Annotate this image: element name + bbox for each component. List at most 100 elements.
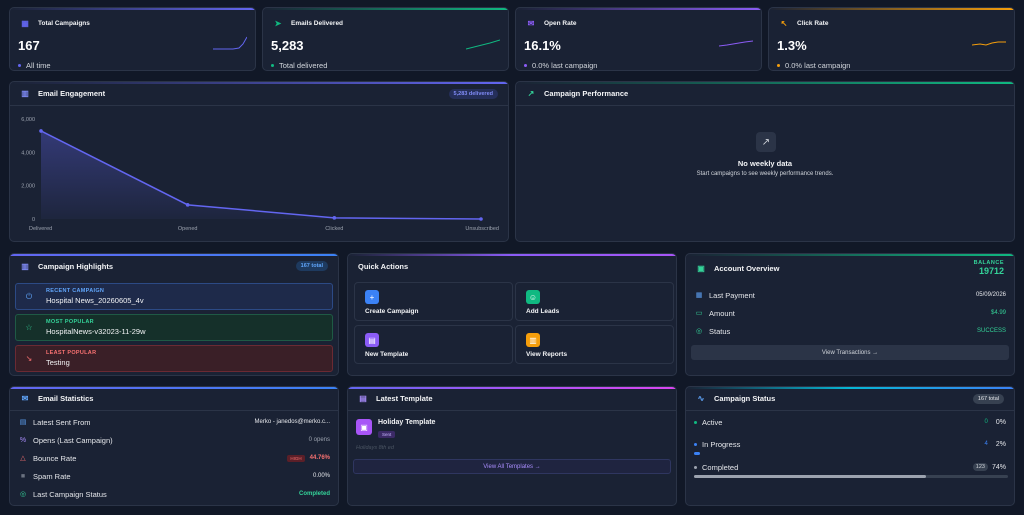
trend-icon: ↗ xyxy=(527,89,535,98)
engagement-line xyxy=(40,130,482,220)
card-title: Email Statistics xyxy=(38,394,94,403)
template-thumbnail-icon: ▣ xyxy=(356,419,372,435)
money-icon: ▭ xyxy=(695,310,703,317)
highlight-least-popular[interactable]: ↘ LEAST POPULAR Testing xyxy=(15,345,333,372)
x-tick-label: Delivered xyxy=(29,226,52,232)
card-title: Email Engagement xyxy=(38,89,106,98)
card-title: Campaign Performance xyxy=(544,89,629,98)
template-tag: Sent xyxy=(378,431,396,438)
y-tick-label: 2,000 xyxy=(21,184,35,190)
email-statistics-card: ✉ Email Statistics ▤ Latest Sent From Merko… xyxy=(9,386,339,506)
stat-title: Emails Delivered xyxy=(291,19,344,27)
wallet-icon: ▣ xyxy=(697,263,705,273)
warning-icon: △ xyxy=(20,455,26,462)
percent-icon: % xyxy=(19,436,27,444)
card-title: Quick Actions xyxy=(358,261,409,271)
spam-icon: ■ xyxy=(20,472,26,480)
empty-state-title: No weekly data xyxy=(737,159,793,168)
stat-card-total-campaigns: ▦ Total Campaigns 167 All time xyxy=(9,7,256,71)
data-point[interactable] xyxy=(39,129,43,133)
email-engagement-card: ▥ Email Engagement 5,283 delivered 6,000 4… xyxy=(9,81,509,242)
bar-chart-icon: ▥ xyxy=(21,261,29,271)
stat-value: 16.1% xyxy=(524,38,561,53)
card-title: Account Overview xyxy=(714,263,780,273)
x-tick-label: Clicked xyxy=(325,226,343,232)
balance-value: 19712 xyxy=(978,266,1004,276)
y-tick-label: 4,000 xyxy=(21,150,35,156)
mail-icon: ✉ xyxy=(21,394,29,403)
account-overview-card: ▣ Account Overview BALANCE 19712 ▦ Last Pa… xyxy=(685,253,1015,376)
mail-open-icon: ✉ xyxy=(527,18,535,28)
stat-card-emails-delivered: ➤ Emails Delivered 5,283 Total delivered xyxy=(262,7,509,71)
stat-value: 1.3% xyxy=(777,38,807,53)
campaign-performance-card: ↗ Campaign Performance ↗ No weekly data S… xyxy=(515,81,1015,242)
status-icon: ◎ xyxy=(19,491,27,498)
sparkline xyxy=(466,39,500,50)
engagement-chart: 6,000 4,000 2,000 0 Delivered Opened Clicked Un… xyxy=(21,117,499,232)
card-title: Campaign Highlights xyxy=(38,261,113,271)
send-icon: ➤ xyxy=(274,18,282,28)
users-icon: ☺ xyxy=(526,290,540,304)
check-circle-icon: ◎ xyxy=(695,328,703,335)
latest-template-card: ▤ Latest Template ▣ Holiday Template Sent… xyxy=(347,386,677,506)
cursor-icon: ↖ xyxy=(780,18,788,28)
view-all-templates-button[interactable]: View All Templates → xyxy=(353,459,671,474)
card-title: Campaign Status xyxy=(714,394,776,403)
stat-sub: All time xyxy=(26,61,51,70)
stat-title: Open Rate xyxy=(544,19,577,27)
add-leads-button[interactable]: ☺ Add Leads xyxy=(515,282,674,321)
completed-bar xyxy=(694,475,1008,478)
quick-actions-card: Quick Actions + Create Campaign ☺ Add Le… xyxy=(347,253,677,376)
stat-sub: 0.0% last campaign xyxy=(785,61,851,70)
stat-sub: 0.0% last campaign xyxy=(532,61,598,70)
delivered-badge: 5,283 delivered xyxy=(448,88,498,99)
data-point[interactable] xyxy=(185,203,190,207)
highlight-recent[interactable]: ⏻ RECENT CAMPAIGN Hospital News_20260605_… xyxy=(15,283,333,310)
stat-sub: Total delivered xyxy=(279,61,328,70)
template-subtitle: Holidays 8th ed xyxy=(356,445,394,451)
sparkline xyxy=(213,36,247,50)
balance-label: BALANCE xyxy=(973,260,1004,266)
total-badge: 167 total xyxy=(295,261,328,271)
empty-state-icon: ↗ xyxy=(756,132,776,152)
campaign-status-card: ∿ Campaign Status 167 total Active 0 0% In… xyxy=(685,386,1015,506)
stat-value: 5,283 xyxy=(271,38,304,53)
in-progress-bar xyxy=(694,452,1008,455)
empty-state-subtitle: Start campaigns to see weekly performanc… xyxy=(696,171,834,177)
engagement-area xyxy=(41,130,481,219)
highlight-most-popular[interactable]: ☆ MOST POPULAR HospitalNews-v32023-11-29w xyxy=(15,314,333,341)
view-reports-button[interactable]: ▥ View Reports xyxy=(515,325,674,364)
high-badge: HIGH xyxy=(287,454,305,462)
sparkline xyxy=(719,40,753,47)
x-tick-label: Unsubscribed xyxy=(465,226,499,232)
campaign-highlights-card: ▥ Campaign Highlights 167 total ⏻ RECENT … xyxy=(9,253,339,376)
template-name[interactable]: Holiday Template xyxy=(378,419,436,426)
trend-down-icon: ↘ xyxy=(25,354,33,363)
y-tick-label: 6,000 xyxy=(21,117,35,123)
create-campaign-button[interactable]: + Create Campaign xyxy=(354,282,513,321)
card-title: Latest Template xyxy=(376,394,433,403)
template-icon: ▤ xyxy=(365,333,379,347)
stat-card-click-rate: ↖ Click Rate 1.3% 0.0% last campaign xyxy=(768,7,1015,71)
sparkline xyxy=(972,41,1006,46)
calendar-icon: ▦ xyxy=(695,292,703,299)
view-transactions-button[interactable]: View Transactions → xyxy=(691,345,1009,360)
star-icon: ☆ xyxy=(25,323,33,332)
stat-title: Total Campaigns xyxy=(38,19,90,27)
bar-chart-icon: ▥ xyxy=(21,89,29,98)
stat-title: Click Rate xyxy=(797,19,829,27)
y-tick-label: 0 xyxy=(32,217,35,223)
activity-icon: ∿ xyxy=(697,394,705,403)
new-template-button[interactable]: ▤ New Template xyxy=(354,325,513,364)
grid-icon: ▦ xyxy=(21,18,29,28)
plus-icon: + xyxy=(365,290,379,304)
inbox-icon: ▤ xyxy=(19,419,27,426)
template-icon: ▤ xyxy=(359,394,367,403)
total-badge: 167 total xyxy=(972,393,1004,404)
stat-value: 167 xyxy=(18,38,40,53)
stat-card-open-rate: ✉ Open Rate 16.1% 0.0% last campaign xyxy=(515,7,762,71)
data-point[interactable] xyxy=(332,216,337,220)
x-tick-label: Opened xyxy=(178,226,198,232)
power-icon: ⏻ xyxy=(25,291,33,301)
data-point[interactable] xyxy=(479,217,483,221)
